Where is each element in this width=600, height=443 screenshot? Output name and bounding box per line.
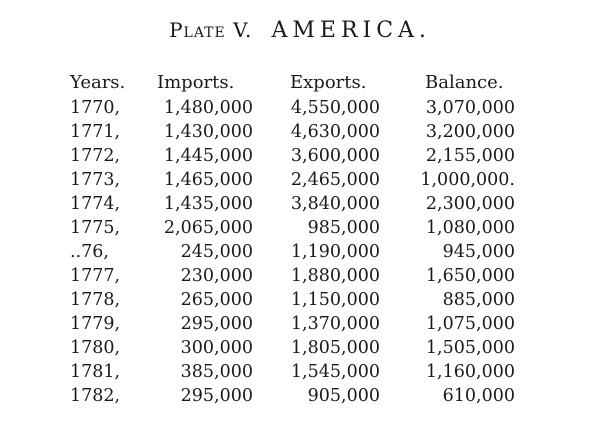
cell-balance: 2,300,000 — [425, 194, 515, 214]
cell-balance: 3,200,000 — [425, 122, 515, 142]
cell-balance: 1,080,000 — [425, 218, 515, 238]
cell-imports: 265,000 — [180, 290, 253, 310]
cell-exports: 1,805,000 — [290, 338, 380, 358]
table-row: 1782, 295,000 905,000 610,000 — [0, 384, 600, 408]
table-header: Years. Imports. Exports. Balance. — [0, 72, 600, 94]
cell-exports: 4,630,000 — [290, 122, 380, 142]
cell-year: 1775, — [70, 218, 121, 238]
table-row: 1780, 300,000 1,805,000 1,505,000 — [0, 336, 600, 360]
cell-balance: 1,650,000 — [425, 266, 515, 286]
cell-year: 1774, — [70, 194, 121, 214]
table-body: 1770, 1,480,000 4,550,000 3,070,000 1771… — [0, 96, 600, 408]
cell-balance: 1,160,000 — [425, 362, 515, 382]
cell-exports: 3,600,000 — [290, 146, 380, 166]
table-row: 1771, 1,430,000 4,630,000 3,200,000 — [0, 120, 600, 144]
table-row: 1770, 1,480,000 4,550,000 3,070,000 — [0, 96, 600, 120]
cell-year: 1773, — [70, 170, 121, 190]
cell-balance: 2,155,000 — [425, 146, 515, 166]
cell-year: ..76, — [70, 242, 109, 262]
cell-exports: 905,000 — [307, 386, 380, 406]
cell-balance: 945,000 — [442, 242, 515, 262]
cell-imports: 1,465,000 — [163, 170, 253, 190]
cell-imports: 1,435,000 — [163, 194, 253, 214]
cell-imports: 1,480,000 — [163, 98, 253, 118]
cell-year: 1771, — [70, 122, 121, 142]
cell-year: 1782, — [70, 386, 121, 406]
cell-balance: 1,505,000 — [425, 338, 515, 358]
cell-exports: 1,880,000 — [290, 266, 380, 286]
cell-exports: 2,465,000 — [290, 170, 380, 190]
table-row: ..76, 245,000 1,190,000 945,000 — [0, 240, 600, 264]
table-row: 1778, 265,000 1,150,000 885,000 — [0, 288, 600, 312]
header-balance: Balance. — [425, 72, 504, 93]
cell-exports: 1,150,000 — [290, 290, 380, 310]
cell-balance: 3,070,000 — [425, 98, 515, 118]
header-years: Years. — [70, 72, 126, 93]
plate-title: Plate V. AMERICA. — [0, 18, 600, 43]
plate-number: Plate V. — [169, 18, 253, 42]
cell-balance: 610,000 — [442, 386, 515, 406]
cell-imports: 245,000 — [180, 242, 253, 262]
header-imports: Imports. — [157, 72, 235, 93]
cell-exports: 4,550,000 — [290, 98, 380, 118]
cell-exports: 985,000 — [307, 218, 380, 238]
cell-imports: 1,430,000 — [163, 122, 253, 142]
cell-imports: 2,065,000 — [163, 218, 253, 238]
cell-imports: 295,000 — [180, 314, 253, 334]
cell-balance: 1,000,000. — [420, 170, 515, 190]
cell-balance: 885,000 — [442, 290, 515, 310]
cell-imports: 300,000 — [180, 338, 253, 358]
cell-year: 1770, — [70, 98, 121, 118]
cell-year: 1777, — [70, 266, 121, 286]
cell-imports: 295,000 — [180, 386, 253, 406]
table-row: 1775, 2,065,000 985,000 1,080,000 — [0, 216, 600, 240]
table-row: 1777, 230,000 1,880,000 1,650,000 — [0, 264, 600, 288]
table-row: 1772, 1,445,000 3,600,000 2,155,000 — [0, 144, 600, 168]
cell-year: 1779, — [70, 314, 121, 334]
table-row: 1774, 1,435,000 3,840,000 2,300,000 — [0, 192, 600, 216]
cell-year: 1780, — [70, 338, 121, 358]
cell-year: 1772, — [70, 146, 121, 166]
cell-balance: 1,075,000 — [425, 314, 515, 334]
cell-exports: 1,370,000 — [290, 314, 380, 334]
cell-imports: 1,445,000 — [163, 146, 253, 166]
cell-exports: 1,190,000 — [290, 242, 380, 262]
table-row: 1779, 295,000 1,370,000 1,075,000 — [0, 312, 600, 336]
table-row: 1781, 385,000 1,545,000 1,160,000 — [0, 360, 600, 384]
cell-year: 1781, — [70, 362, 121, 382]
cell-exports: 3,840,000 — [290, 194, 380, 214]
cell-exports: 1,545,000 — [290, 362, 380, 382]
region-name: AMERICA. — [271, 18, 431, 43]
header-exports: Exports. — [290, 72, 367, 93]
table-row: 1773, 1,465,000 2,465,000 1,000,000. — [0, 168, 600, 192]
cell-imports: 385,000 — [180, 362, 253, 382]
cell-imports: 230,000 — [180, 266, 253, 286]
cell-year: 1778, — [70, 290, 121, 310]
